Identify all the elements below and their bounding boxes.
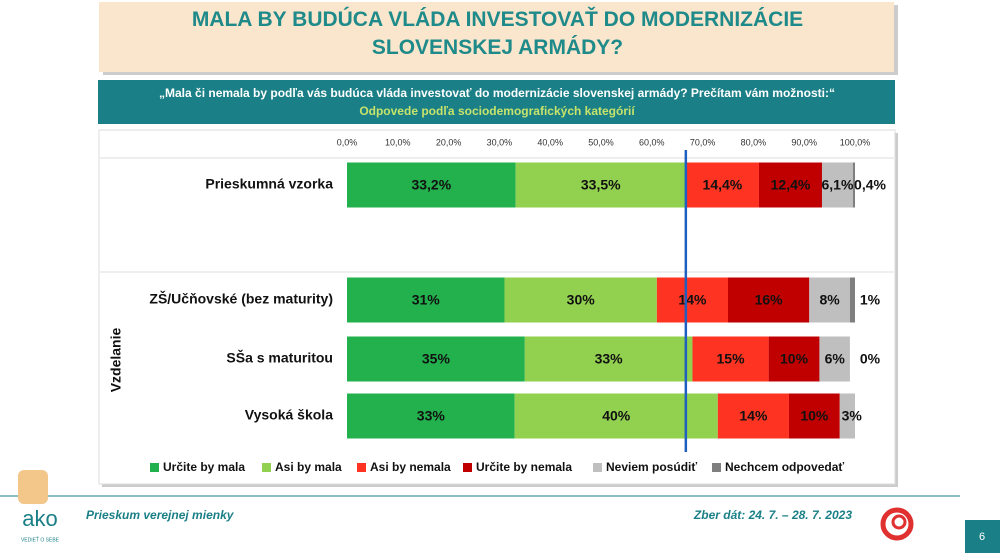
- value-label: 15%: [717, 351, 746, 367]
- category-label: ZŠ/Učňovské (bez maturity): [149, 290, 333, 307]
- legend-swatch: [712, 463, 721, 472]
- page-box: [965, 520, 1000, 553]
- legend-label: Určite by mala: [163, 460, 245, 474]
- bar-segment: [849, 277, 855, 323]
- question-box: [98, 80, 895, 124]
- x-tick-label: 60,0%: [639, 137, 665, 147]
- bar-segment: [685, 162, 759, 208]
- legend-label: Asi by nemala: [370, 460, 451, 474]
- legend-swatch: [262, 463, 271, 472]
- bar-segment: [768, 336, 820, 382]
- x-tick-label: 40,0%: [537, 137, 563, 147]
- legend-swatch: [463, 463, 472, 472]
- x-tick-label: 10,0%: [385, 137, 411, 147]
- value-label: 14,4%: [703, 177, 743, 193]
- value-label: 14%: [739, 408, 768, 424]
- legend-label: Asi by mala: [275, 460, 342, 474]
- x-tick-label: 100,0%: [840, 137, 871, 147]
- x-tick-label: 80,0%: [741, 137, 767, 147]
- x-tick-label: 90,0%: [791, 137, 817, 147]
- value-label: 33,2%: [411, 177, 451, 193]
- plot: 0,0% 10,0% 20,0% 30,0% 40,0% 50,0% 60,0% 70,0% 8…: [149, 137, 886, 474]
- title-wrap: MALA BY BUDÚCA VLÁDA INVESTOVAŤ DO MODER…: [191, 8, 804, 59]
- value-label: 33%: [417, 408, 446, 424]
- group-label: Vzdelanie: [108, 328, 124, 393]
- value-label: 35%: [422, 351, 451, 367]
- tagline: VEDIEŤ O SEBE: [21, 535, 60, 543]
- subtitle: Odpovede podľa sociodemografických kateg…: [359, 104, 635, 118]
- value-label: 0%: [860, 351, 881, 367]
- bar-segment: [839, 393, 855, 439]
- value-label: 33%: [595, 351, 624, 367]
- bar-segment: [524, 336, 693, 382]
- value-label: 12,4%: [771, 177, 811, 193]
- value-label: 10%: [780, 351, 809, 367]
- bar-segment: [347, 162, 516, 208]
- category-label: Vysoká škola: [245, 407, 333, 423]
- x-tick-label: 30,0%: [487, 137, 513, 147]
- logo-head: [18, 470, 48, 504]
- bar-segment: [758, 162, 822, 208]
- x-tick-label: 0,0%: [337, 137, 358, 147]
- bar-segment: [819, 336, 850, 382]
- bar-segment: [514, 393, 718, 439]
- value-label: 33,5%: [581, 177, 621, 193]
- bar-segment: [788, 393, 840, 439]
- legend-label: Nechcem odpovedať: [725, 460, 844, 474]
- brand-logo: [880, 507, 914, 541]
- title: MALA BY BUDÚCA VLÁDA INVESTOVAŤ DO MODER…: [191, 8, 804, 59]
- value-label: 40%: [602, 408, 631, 424]
- legend-label: Neviem posúdiť: [606, 460, 697, 474]
- x-tick-label: 50,0%: [588, 137, 614, 147]
- value-label: 16%: [755, 292, 784, 308]
- footer-right: Zber dát: 24. 7. – 28. 7. 2023: [693, 508, 852, 522]
- bar-segment: [347, 277, 505, 323]
- bar-segment: [717, 393, 789, 439]
- bar-segment: [821, 162, 853, 208]
- value-label: 14%: [678, 292, 707, 308]
- logo: ako: [22, 506, 57, 531]
- value-label: 3%: [842, 408, 863, 424]
- bar-segment: [692, 336, 769, 382]
- value-label: 8%: [819, 292, 840, 308]
- bar-segment: [515, 162, 686, 208]
- x-tick-label: 20,0%: [436, 137, 462, 147]
- category-label: SŠa s maturitou: [226, 349, 333, 366]
- value-label: 6,1%: [822, 177, 854, 193]
- x-tick-label: 70,0%: [690, 137, 716, 147]
- bar-segment: [728, 277, 810, 323]
- legend-swatch: [150, 463, 159, 472]
- value-label: 30%: [567, 292, 596, 308]
- value-label: 0,4%: [854, 177, 886, 193]
- legend-swatch: [357, 463, 366, 472]
- legend-swatch: [593, 463, 602, 472]
- footer-left: Prieskum verejnej mienky: [86, 508, 235, 522]
- bar-segment: [852, 162, 855, 208]
- title-box: [99, 2, 894, 72]
- bar-segment: [347, 393, 515, 439]
- brand-logo: [891, 514, 907, 530]
- bar-segment: [504, 277, 657, 323]
- value-label: 31%: [412, 292, 441, 308]
- value-label: 6%: [825, 351, 846, 367]
- bar-segment: [656, 277, 728, 323]
- question: „Mala či nemala by podľa vás budúca vlád…: [159, 86, 835, 100]
- legend-label: Určite by nemala: [476, 460, 572, 474]
- page-number: 6: [979, 531, 985, 543]
- bar-segment: [809, 277, 850, 323]
- value-label: 10%: [800, 408, 829, 424]
- value-label: 1%: [860, 292, 881, 308]
- bar-segment: [347, 336, 525, 382]
- category-label: Prieskumná vzorka: [205, 176, 333, 192]
